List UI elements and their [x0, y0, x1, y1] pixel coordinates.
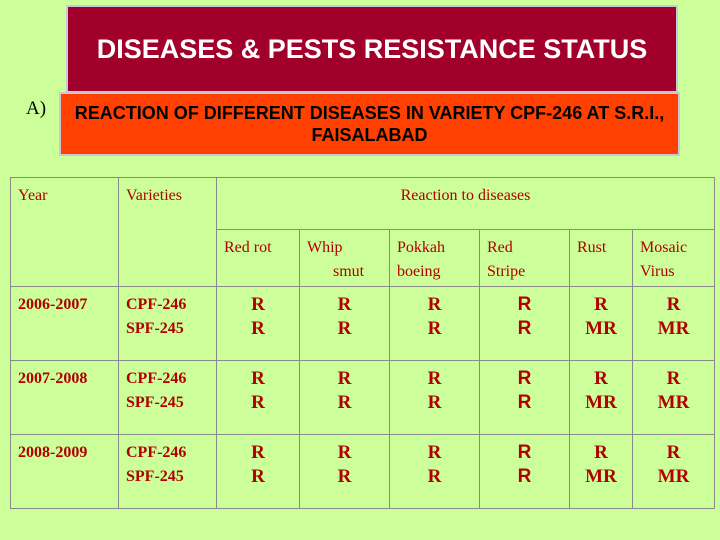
- reaction-value: R: [251, 442, 265, 463]
- variety-name: CPF-246: [126, 296, 187, 313]
- slide-title: DISEASES & PESTS RESISTANCE STATUS: [66, 5, 678, 93]
- reaction-value: R: [594, 294, 608, 315]
- reaction-value: R: [427, 466, 442, 487]
- varieties-cell: CPF-246 SPF-245: [118, 360, 217, 435]
- header-reaction: Reaction to diseases: [216, 177, 715, 230]
- variety-name: SPF-245: [126, 394, 184, 411]
- disease-label-line1: Whip: [307, 239, 343, 256]
- slide-subtitle: REACTION OF DIFFERENT DISEASES IN VARIET…: [59, 92, 680, 156]
- variety-name: SPF-245: [126, 468, 184, 485]
- reaction-value: MR: [657, 392, 690, 413]
- reaction-value: R: [251, 294, 265, 315]
- reaction-cell: R MR: [569, 360, 633, 435]
- disease-header-row: Red rot Whip smut Pokkah boeing Red Stripe …: [11, 229, 715, 287]
- reaction-value: R: [337, 294, 352, 315]
- reaction-value: R: [666, 442, 681, 463]
- reaction-value: R: [517, 294, 532, 315]
- disease-label-line1: Mosaic: [640, 239, 688, 256]
- disease-label-line2: Stripe: [487, 263, 526, 280]
- reaction-value: R: [337, 466, 352, 487]
- disease-label-line1: Red: [487, 239, 513, 256]
- reaction-cell: R MR: [632, 360, 715, 435]
- reaction-value: R: [427, 392, 442, 413]
- disease-label-line1: Pokkah: [397, 239, 445, 256]
- year-cell: 2008-2009: [10, 434, 119, 509]
- header-year: Year: [10, 177, 119, 287]
- reaction-value: R: [594, 368, 608, 389]
- header-disease: Mosaic Virus: [632, 229, 715, 287]
- section-marker: A): [26, 98, 47, 119]
- reaction-value: R: [517, 318, 532, 339]
- reaction-value: R: [517, 466, 532, 487]
- reaction-value: R: [251, 318, 265, 339]
- header-disease: Red rot: [216, 229, 300, 287]
- disease-label-line2: Virus: [640, 263, 675, 280]
- reaction-cell: R MR: [632, 434, 715, 509]
- reaction-value: MR: [657, 318, 690, 339]
- reaction-value: R: [337, 318, 352, 339]
- reaction-value: R: [594, 442, 608, 463]
- table-header-row: Year Varieties Reaction to diseases: [10, 177, 715, 287]
- reaction-value: MR: [585, 466, 617, 487]
- variety-name: SPF-245: [126, 320, 184, 337]
- varieties-cell: CPF-246 SPF-245: [118, 434, 217, 509]
- reaction-cell: R MR: [569, 286, 633, 361]
- header-disease: Pokkah boeing: [389, 229, 480, 287]
- year-cell: 2006-2007: [10, 286, 119, 361]
- reaction-cell: R MR: [632, 286, 715, 361]
- disease-label-line1: Red rot: [224, 239, 272, 256]
- year-cell: 2007-2008: [10, 360, 119, 435]
- header-varieties: Varieties: [118, 177, 217, 287]
- reaction-value: R: [517, 442, 532, 463]
- reaction-value: R: [251, 392, 265, 413]
- header-disease: Red Stripe: [479, 229, 570, 287]
- reaction-value: R: [666, 368, 681, 389]
- reaction-value: MR: [657, 466, 690, 487]
- reaction-value: R: [251, 466, 265, 487]
- variety-name: CPF-246: [126, 370, 187, 387]
- disease-label-line2: smut: [333, 263, 365, 280]
- variety-name: CPF-246: [126, 444, 187, 461]
- header-disease: Rust: [569, 229, 633, 287]
- reaction-value: R: [427, 318, 442, 339]
- reaction-value: MR: [585, 392, 617, 413]
- reaction-value: R: [337, 368, 352, 389]
- reaction-value: R: [666, 294, 681, 315]
- reaction-value: R: [251, 368, 265, 389]
- reaction-value: R: [427, 442, 442, 463]
- reaction-value: R: [517, 368, 532, 389]
- reaction-cell: R MR: [569, 434, 633, 509]
- reaction-value: R: [337, 392, 352, 413]
- disease-label-line2: boeing: [397, 263, 441, 280]
- reaction-value: R: [337, 442, 352, 463]
- disease-label-line1: Rust: [577, 239, 607, 256]
- reaction-value: R: [427, 368, 442, 389]
- reaction-value: R: [517, 392, 532, 413]
- varieties-cell: CPF-246 SPF-245: [118, 286, 217, 361]
- reaction-value: R: [427, 294, 442, 315]
- disease-reaction-table: Year Varieties Reaction to diseases Red …: [10, 177, 715, 509]
- reaction-value: MR: [585, 318, 617, 339]
- header-disease: Whip smut: [299, 229, 390, 287]
